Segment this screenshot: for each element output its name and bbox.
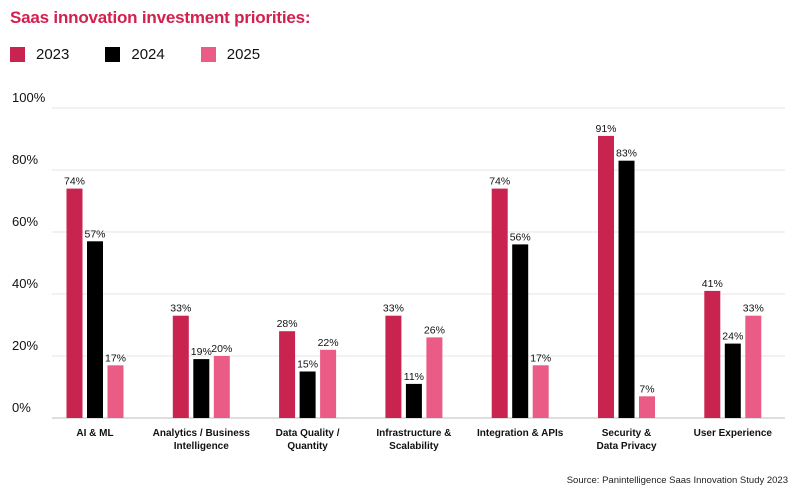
legend-swatch-2024 xyxy=(105,47,121,62)
chart-title: Saas innovation investment priorities: xyxy=(10,8,311,27)
bar-2023-4 xyxy=(491,188,508,418)
bar-2024-3 xyxy=(405,383,422,418)
y-tick-label-60: 60% xyxy=(12,214,38,229)
x-tick-label-4-0: Integration & APIs xyxy=(477,428,564,439)
bar-2023-0 xyxy=(66,188,83,418)
x-tick-label-1-0: Analytics / Business xyxy=(153,428,251,439)
bar-2024-6 xyxy=(724,343,741,418)
x-tick-label-5-0: Security & xyxy=(602,428,651,439)
bar-2025-2 xyxy=(320,349,337,418)
data-label-2023-6: 41% xyxy=(702,278,723,290)
x-tick-label-3-0: Infrastructure & xyxy=(376,428,451,439)
bar-2023-6 xyxy=(704,290,721,418)
x-tick-label-0-0: AI & ML xyxy=(76,428,113,439)
bar-2024-4 xyxy=(512,244,529,418)
bar-2023-2 xyxy=(279,331,296,418)
data-label-2025-1: 20% xyxy=(211,343,232,355)
data-label-2025-2: 22% xyxy=(318,337,339,349)
y-tick-label-20: 20% xyxy=(12,338,38,353)
x-tick-label-6-0: User Experience xyxy=(694,428,773,439)
data-label-2025-3: 26% xyxy=(424,324,445,336)
bar-2023-3 xyxy=(385,315,402,418)
source-note: Source: Panintelligence Saas Innovation … xyxy=(566,475,788,486)
bar-2025-6 xyxy=(745,315,762,418)
bar-2025-4 xyxy=(532,365,549,418)
bar-2025-3 xyxy=(426,337,443,418)
x-tick-label-2-1: Quantity xyxy=(287,441,328,452)
bar-2025-1 xyxy=(213,356,230,418)
x-tick-label-1-1: Intelligence xyxy=(174,441,229,452)
legend-item-2024: 2024 xyxy=(105,46,165,63)
data-label-2023-4: 74% xyxy=(489,176,510,188)
bar-2024-5 xyxy=(618,160,635,418)
bar-2023-1 xyxy=(172,315,189,418)
bar-2024-2 xyxy=(299,371,316,418)
legend-label-2025: 2025 xyxy=(226,46,261,63)
bar-2025-5 xyxy=(639,396,655,418)
y-tick-label-0: 0% xyxy=(12,400,31,415)
data-label-2023-5: 91% xyxy=(595,123,616,135)
data-label-2024-3: 11% xyxy=(404,371,424,383)
data-label-2025-4: 17% xyxy=(530,352,551,364)
legend-swatch-2025 xyxy=(200,47,216,62)
x-tick-label-5-1: Data Privacy xyxy=(596,441,656,452)
y-tick-label-100: 100% xyxy=(12,90,46,105)
data-label-2025-0: 17% xyxy=(105,352,126,364)
data-label-2023-3: 33% xyxy=(383,303,404,315)
legend-item-2025: 2025 xyxy=(200,46,261,63)
data-label-2024-1: 19% xyxy=(191,346,212,358)
data-label-2023-2: 28% xyxy=(277,318,298,330)
data-label-2025-6: 33% xyxy=(743,303,764,315)
data-label-2024-4: 56% xyxy=(510,231,531,243)
legend-label-2024: 2024 xyxy=(131,46,165,63)
data-label-2023-0: 74% xyxy=(64,176,85,188)
legend-item-2023: 2023 xyxy=(10,46,69,63)
y-tick-label-80: 80% xyxy=(12,152,38,167)
data-label-2025-5: 7% xyxy=(639,383,654,395)
bar-2025-0 xyxy=(107,365,124,418)
bar-2024-0 xyxy=(87,241,103,418)
data-label-2023-1: 33% xyxy=(170,303,191,315)
bar-2024-1 xyxy=(193,359,210,418)
x-tick-label-2-0: Data Quality / xyxy=(276,428,340,439)
x-tick-label-3-1: Scalability xyxy=(389,441,439,452)
data-label-2024-5: 83% xyxy=(616,148,637,160)
chart-legend: 2023 2024 2025 xyxy=(10,46,260,63)
data-label-2024-0: 57% xyxy=(84,228,105,240)
legend-label-2023: 2023 xyxy=(36,46,70,63)
legend-swatch-2023 xyxy=(10,47,25,62)
data-label-2024-2: 15% xyxy=(297,359,318,371)
bar-2023-5 xyxy=(598,135,614,418)
y-tick-label-40: 40% xyxy=(12,276,38,291)
data-label-2024-6: 24% xyxy=(722,331,743,343)
